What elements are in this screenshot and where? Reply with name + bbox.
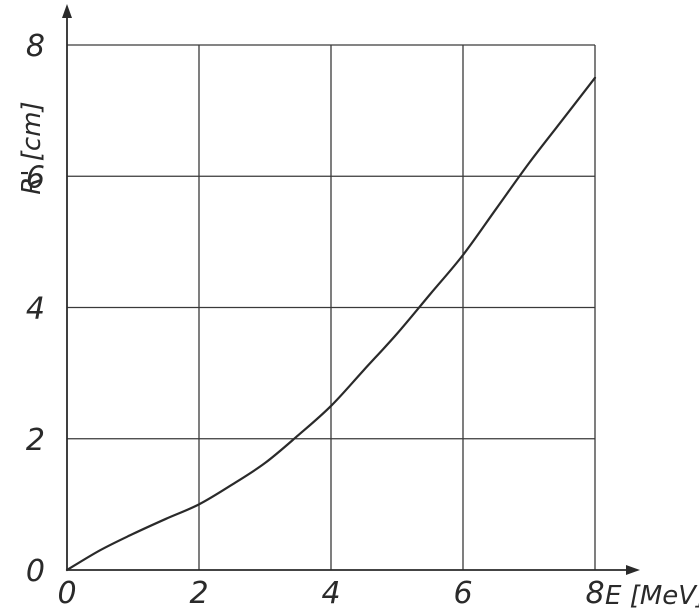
y-axis-arrow-icon [62,4,72,18]
x-axis-arrow-icon [626,565,640,575]
y-axis-label: R' [cm] [17,101,47,194]
y-tick-label: 2 [26,423,45,458]
x-tick-labels: 0 2 4 6 8 [57,576,604,611]
x-axis-label: E [MeV] [605,581,699,611]
x-tick-label: 6 [453,576,472,611]
y-tick-label: 6 [26,160,45,195]
y-tick-label: 4 [26,292,45,327]
series-line [65,76,597,572]
y-tick-label: 0 [26,554,45,589]
x-tick-label: 8 [585,576,604,611]
y-tick-labels: 0 2 4 6 8 [26,29,45,589]
x-tick-label: 0 [57,576,76,611]
grid-lines [67,44,596,570]
y-tick-label: 8 [26,29,45,64]
x-tick-label: 2 [189,576,208,611]
x-tick-label: 4 [321,576,340,611]
axes [62,4,640,575]
